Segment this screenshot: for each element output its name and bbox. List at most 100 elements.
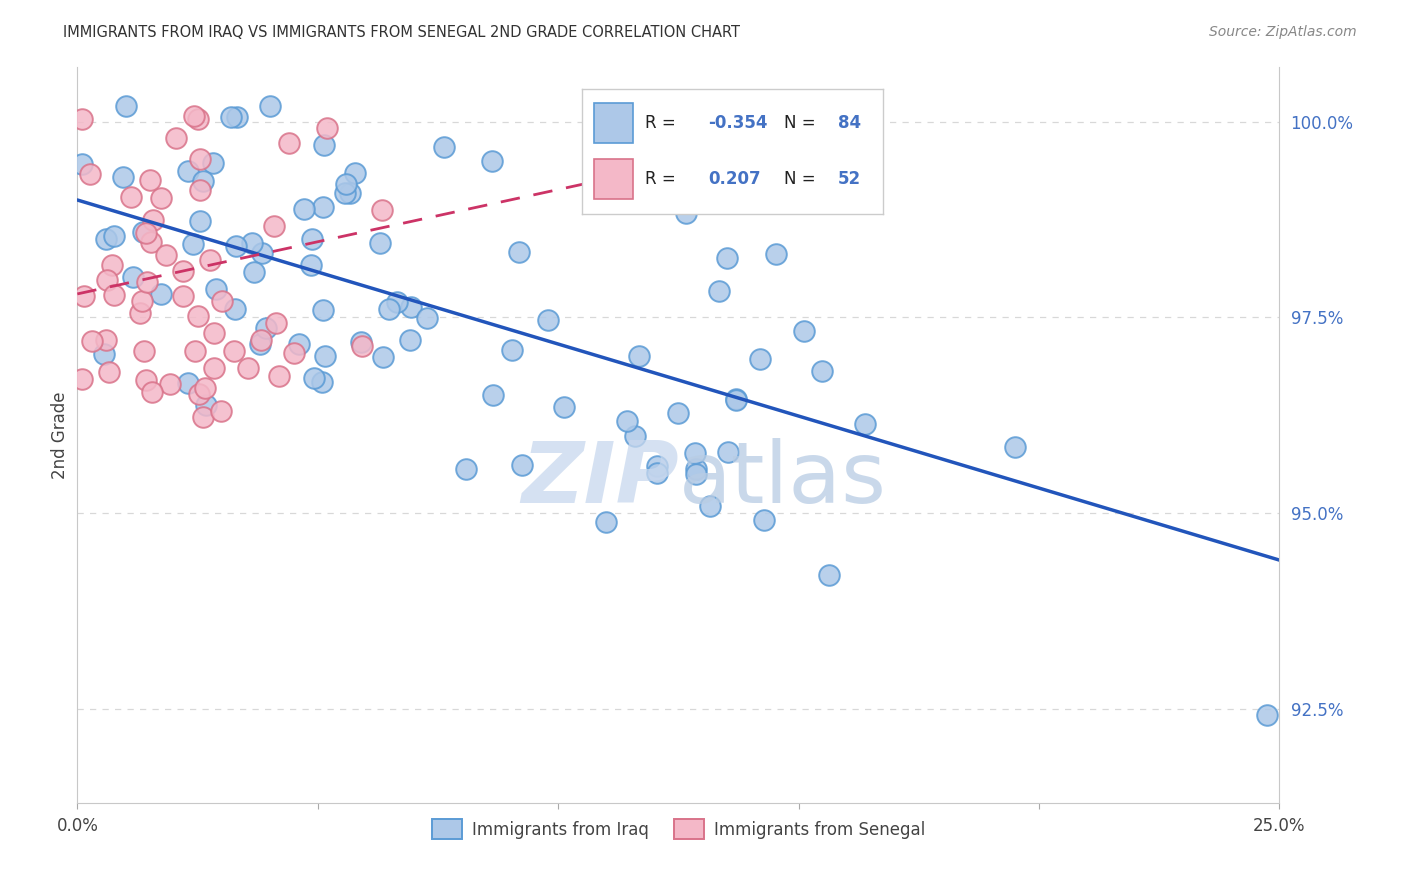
Point [224,302,246,317]
Point [433,140,456,154]
Point [481,154,503,169]
Point [219,110,242,124]
Point [482,388,505,402]
Point [73,289,96,303]
Point [94,232,117,246]
Point [352,338,374,352]
Point [263,219,285,234]
Point [159,377,181,392]
Point [93,346,115,360]
Point [129,306,152,320]
Point [343,166,366,180]
Point [135,373,157,387]
Point [188,183,211,197]
Point [283,345,305,359]
Point [699,499,721,513]
Point [177,164,200,178]
Point [299,259,322,273]
Point [508,244,530,259]
Point [818,568,841,582]
Point [645,458,668,473]
Point [188,153,211,167]
Point [70,112,93,126]
Point [103,287,125,301]
Point [120,190,142,204]
Point [312,138,335,153]
Y-axis label: 2nd Grade: 2nd Grade [51,391,69,479]
Text: atlas: atlas [679,437,886,521]
Point [401,301,423,315]
Point [193,410,215,425]
Point [312,302,335,317]
Point [1256,708,1278,723]
Point [666,406,689,420]
Point [266,316,288,330]
Point [292,202,315,216]
Point [183,109,205,123]
Point [371,202,394,217]
Point [765,247,787,261]
Point [70,372,93,386]
Point [183,343,205,358]
Point [98,365,121,379]
Point [122,270,145,285]
Point [183,237,205,252]
Point [371,350,394,364]
Point [301,232,323,246]
Point [749,351,772,366]
Point [399,333,422,347]
Text: IMMIGRANTS FROM IRAQ VS IMMIGRANTS FROM SENEGAL 2ND GRADE CORRELATION CHART: IMMIGRANTS FROM IRAQ VS IMMIGRANTS FROM … [63,25,741,40]
Text: ZIP: ZIP [520,437,679,521]
Point [236,361,259,376]
Point [616,415,638,429]
Point [149,287,172,301]
Point [553,401,575,415]
Point [537,313,560,327]
Point [350,335,373,350]
Point [853,417,876,432]
Point [101,258,124,272]
Point [191,174,214,188]
Point [136,275,159,289]
Point [725,392,748,406]
Point [1004,441,1026,455]
Point [675,206,697,220]
Point [188,386,211,401]
Point [243,265,266,279]
Point [165,131,187,145]
Point [707,284,730,298]
Point [250,246,273,260]
Point [82,334,104,349]
Point [311,200,333,214]
Point [224,343,246,358]
Point [131,293,153,308]
Point [311,375,333,389]
Point [316,121,339,136]
Point [70,156,93,170]
Point [226,110,249,124]
Point [132,344,155,359]
Legend: Immigrants from Iraq, Immigrants from Senegal: Immigrants from Iraq, Immigrants from Se… [425,813,932,846]
Point [416,311,439,326]
Point [202,361,225,376]
Point [155,248,177,262]
Point [112,169,135,184]
Point [368,235,391,250]
Point [454,462,477,476]
Point [141,384,163,399]
Point [177,376,200,390]
Point [250,333,273,347]
Point [79,167,101,181]
Point [288,337,311,351]
Point [624,429,647,443]
Point [278,136,301,150]
Point [187,309,209,323]
Point [202,326,225,340]
Point [132,225,155,239]
Point [501,343,523,357]
Point [188,213,211,227]
Point [314,349,336,363]
Point [716,252,738,266]
Point [139,235,162,250]
Point [240,236,263,251]
